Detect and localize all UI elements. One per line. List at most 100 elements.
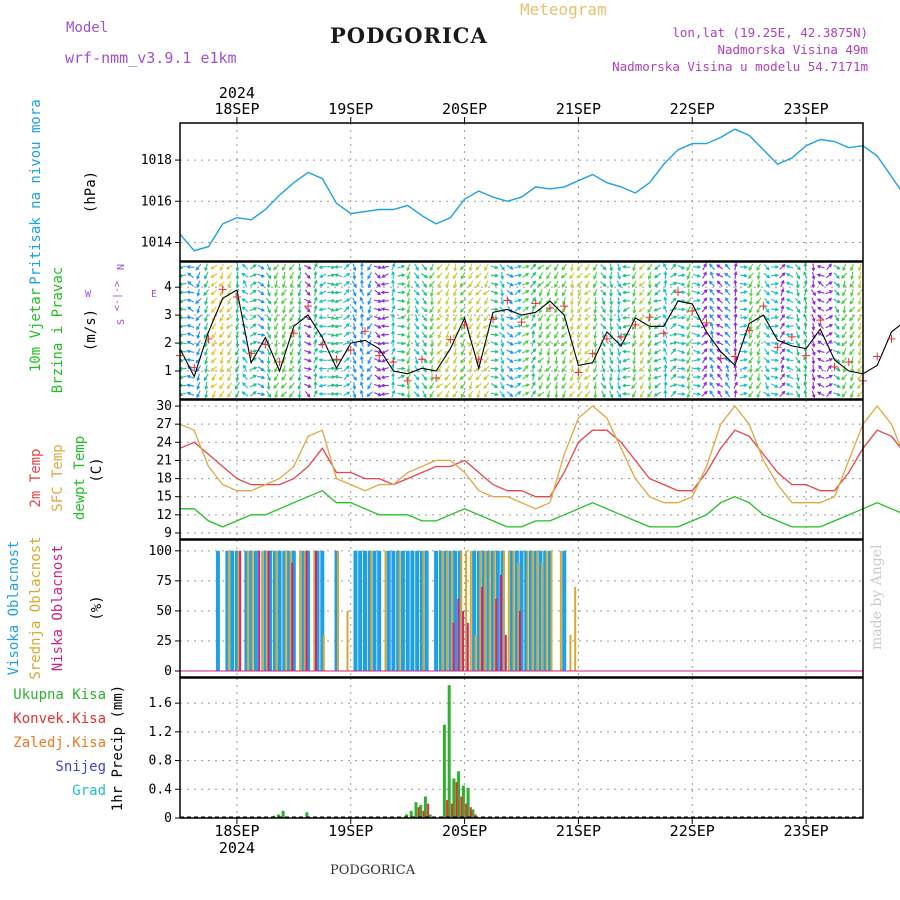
wind-arrow	[609, 390, 614, 399]
cloud-bar-low	[291, 562, 294, 671]
wind-arrow	[459, 374, 467, 380]
wind-arrow	[522, 290, 530, 295]
precip-bar-total	[423, 796, 427, 818]
wind-arrow	[327, 392, 336, 396]
panel-frame-clouds	[179, 539, 864, 678]
wind-arrow	[739, 349, 748, 354]
wind-arrow	[406, 314, 411, 323]
wind-gust-marker	[588, 349, 597, 358]
ytick-label-temperature: 9	[164, 526, 172, 541]
cloud-bar-high	[434, 550, 439, 671]
wind-arrow	[391, 287, 396, 296]
wind-arrow	[653, 332, 661, 338]
wind-arrow	[796, 331, 800, 340]
wind-arrow	[663, 279, 668, 288]
wind-arrow	[677, 264, 686, 270]
wind-arrow	[514, 349, 522, 354]
wind-arrow	[499, 331, 506, 338]
wind-arrow	[724, 339, 731, 347]
wind-arrow	[380, 392, 389, 397]
wind-arrow	[709, 347, 715, 355]
wind-arrow	[210, 306, 217, 313]
wind-arrow	[445, 365, 450, 373]
precip-bar-total	[281, 810, 285, 818]
wind-arrow	[460, 365, 466, 373]
wind-arrow	[196, 331, 201, 340]
ytick-label-clouds: 100	[149, 544, 172, 559]
wind-arrow	[616, 280, 622, 288]
wind-arrow	[546, 348, 551, 357]
cloud-bar-high	[524, 550, 529, 671]
wind-arrow	[235, 348, 240, 356]
wind-arrow	[561, 365, 567, 373]
wind-arrow	[653, 375, 662, 380]
wind-arrow	[733, 279, 738, 288]
wind-arrow	[421, 314, 428, 322]
wind-arrow	[522, 365, 529, 372]
wind-arrow	[670, 373, 677, 380]
wind-arrow	[609, 356, 614, 365]
wind-arrow	[203, 373, 209, 382]
wind-arrow	[569, 314, 575, 322]
wind-arrow	[693, 290, 702, 295]
wind-arrow	[266, 331, 271, 339]
wind-arrow	[241, 391, 249, 397]
wind-arrow	[770, 281, 780, 286]
wind-arrow	[756, 263, 762, 271]
wind-arrow	[693, 366, 702, 371]
wind-arrow	[576, 264, 583, 271]
wind-arrow	[227, 390, 233, 398]
wind-arrow	[715, 332, 724, 337]
wind-arrow	[257, 281, 265, 287]
wind-arrow	[257, 366, 265, 372]
wind-arrow	[780, 279, 785, 288]
wind-arrow	[352, 288, 357, 297]
wind-arrow	[374, 374, 382, 380]
wind-arrow	[763, 357, 771, 364]
wind-arrow	[318, 307, 327, 312]
wind-arrow	[570, 280, 574, 289]
wind-arrow	[227, 280, 232, 289]
wind-arrow	[211, 390, 216, 399]
wind-arrow	[795, 382, 800, 390]
wind-arrow	[785, 392, 794, 396]
wind-arrow	[359, 296, 364, 305]
wind-arrow	[227, 272, 232, 280]
wind-arrow	[421, 289, 427, 297]
wind-arrow	[490, 290, 499, 295]
wind-arrow	[796, 280, 800, 289]
wind-arrow	[397, 315, 406, 320]
wind-arrow	[304, 306, 311, 313]
wind-arrow	[677, 349, 686, 354]
ytick-label-temperature: 18	[156, 472, 172, 487]
wind-gust-marker	[716, 354, 725, 363]
cloud-bar-high	[481, 550, 486, 671]
wind-arrow	[257, 289, 265, 296]
wind-arrow	[196, 390, 201, 399]
wind-arrow	[468, 356, 473, 365]
wind-arrow	[538, 297, 543, 306]
wind-arrow	[406, 305, 411, 314]
wind-arrow	[414, 331, 419, 339]
wind-arrow	[733, 347, 738, 356]
wind-arrow	[562, 373, 567, 382]
wind-arrow	[617, 271, 621, 280]
wind-arrow	[621, 290, 631, 295]
wind-arrow	[219, 348, 224, 357]
cloud-ylabel-3: Niska Oblacnost	[50, 545, 66, 671]
wind-arrow	[421, 306, 428, 313]
wind-arrow	[584, 331, 591, 339]
wind-arrow	[436, 373, 443, 381]
model-label: Model	[66, 20, 109, 36]
wind-arrow	[647, 263, 653, 271]
ytick-label-pressure: 1014	[141, 235, 172, 250]
wind-arrow	[514, 341, 523, 345]
wind-arrow	[468, 382, 473, 391]
wind-arrow	[850, 373, 854, 382]
wind-arrow	[257, 333, 266, 337]
wind-arrow	[530, 271, 537, 279]
wind-arrow	[554, 365, 559, 373]
wind-arrow	[483, 356, 489, 364]
wind-arrow	[677, 315, 686, 320]
panel-frame-wind	[179, 261, 864, 400]
